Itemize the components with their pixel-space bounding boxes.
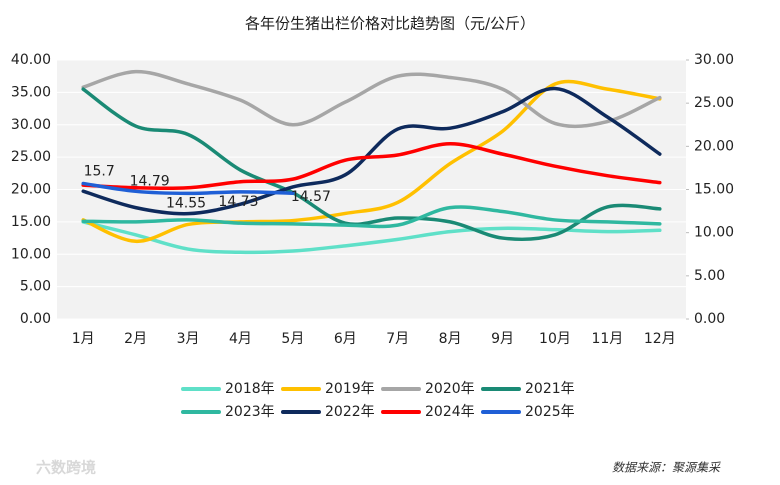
x-tick-label: 7月 [386,331,409,347]
source-note: 数据来源：聚源集采 [612,461,721,475]
legend-label: 2019年 [325,381,375,397]
series-line [81,86,662,216]
y2-tick-label: 10.00 [694,225,734,241]
data-label: 14.55 [166,195,206,211]
legend-label: 2022年 [325,404,375,420]
chart-title: 各年份生猪出栏价格对比趋势图（元/公斤） [245,15,535,33]
x-tick-label: 6月 [334,331,357,347]
watermark: 六数跨境 [36,459,96,477]
series-line [81,141,662,191]
x-tick-label: 3月 [177,331,200,347]
legend-label: 2024年 [425,404,475,420]
series-line [81,79,662,244]
series-line [81,220,662,255]
x-tick-label: 8月 [439,331,462,347]
x-tick-label: 12月 [644,331,676,347]
y-tick-label: 35.00 [11,84,51,100]
series-line [81,205,662,229]
y-tick-label: 5.00 [20,279,51,295]
y-tick-label: 30.00 [11,117,51,133]
series-line [81,87,662,242]
series-line [81,181,295,196]
y-tick-label: 40.00 [11,52,51,68]
legend-label: 2018年 [225,381,275,397]
data-label: 15.7 [84,163,115,179]
x-tick-label: 10月 [539,331,571,347]
y2-tick-label: 5.00 [694,268,725,284]
x-tick-label: 5月 [281,331,304,347]
y-tick-label: 0.00 [20,311,51,327]
data-label: 14.73 [218,194,258,210]
legend-label: 2020年 [425,381,475,397]
data-label: 14.57 [291,189,331,205]
x-tick-label: 2月 [124,331,147,347]
data-label: 14.79 [130,173,170,189]
y-tick-label: 20.00 [11,182,51,198]
legend-label: 2021年 [525,381,575,397]
y-tick-label: 15.00 [11,214,51,230]
y2-tick-label: 15.00 [694,182,734,198]
y-tick-label: 10.00 [11,246,51,262]
y2-tick-label: 30.00 [694,52,734,68]
legend-label: 2023年 [225,404,275,420]
y-tick-label: 25.00 [11,149,51,165]
x-tick-label: 4月 [229,331,252,347]
x-tick-label: 1月 [72,331,95,347]
y2-tick-label: 25.00 [694,95,734,111]
x-tick-label: 9月 [491,331,514,347]
y2-tick-label: 20.00 [694,138,734,154]
legend-label: 2025年 [525,404,575,420]
series-line [81,69,662,129]
y2-tick-label: 0.00 [694,311,725,327]
x-tick-label: 11月 [591,331,623,347]
